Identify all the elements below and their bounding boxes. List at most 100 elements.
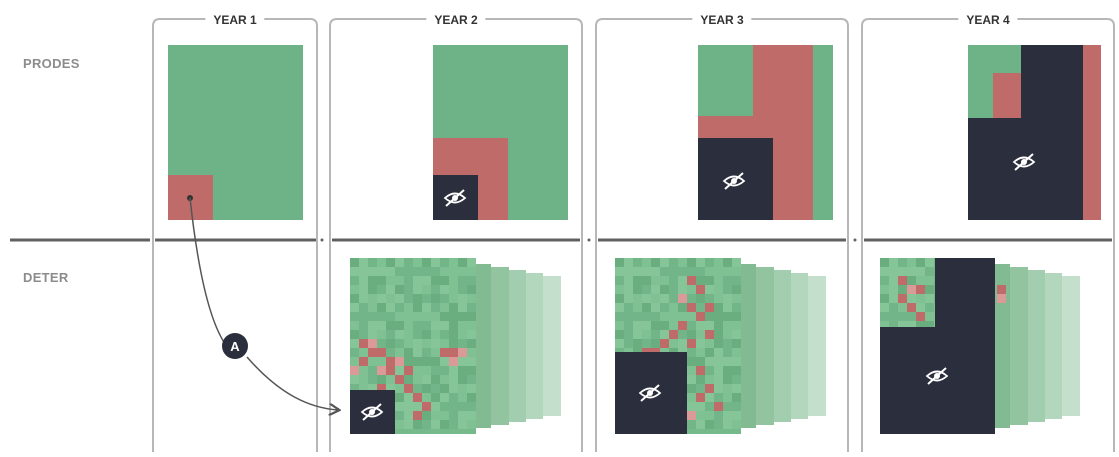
mosaic-cell	[440, 357, 449, 366]
mosaic-cell	[714, 321, 723, 330]
deforestation-alert-cell	[696, 393, 705, 402]
mosaic-cell	[458, 294, 467, 303]
mosaic-cell	[723, 285, 732, 294]
mosaic-cell	[696, 348, 705, 357]
mosaic-cell	[651, 321, 660, 330]
mosaic-cell	[732, 420, 741, 429]
mosaic-cell	[386, 348, 395, 357]
mosaic-cell	[714, 312, 723, 321]
mosaic-cell	[440, 258, 449, 267]
mosaic-cell	[440, 312, 449, 321]
annotation-arrow: A	[187, 195, 338, 410]
mosaic-cell	[386, 276, 395, 285]
mosaic-cell	[350, 384, 359, 393]
mosaic-cell	[889, 321, 898, 330]
mosaic-cell	[732, 294, 741, 303]
mosaic-cell	[395, 276, 404, 285]
mosaic-cell	[368, 366, 377, 375]
mosaic-cell	[925, 294, 934, 303]
mosaic-cell	[687, 321, 696, 330]
mosaic-cell	[624, 294, 633, 303]
mosaic-cell	[705, 285, 714, 294]
mosaic-cell	[723, 267, 732, 276]
mosaic-cell	[440, 285, 449, 294]
mosaic-cell	[889, 267, 898, 276]
mosaic-cell	[467, 303, 476, 312]
mosaic-cell	[651, 312, 660, 321]
mosaic-cell	[395, 348, 404, 357]
mosaic-cell	[723, 321, 732, 330]
mosaic-cell	[413, 321, 422, 330]
mosaic-cell	[615, 276, 624, 285]
mosaic-cell	[723, 312, 732, 321]
mosaic-cell	[440, 366, 449, 375]
deforestation-alert-cell	[368, 348, 377, 357]
mosaic-cell	[440, 339, 449, 348]
mosaic-cell	[714, 357, 723, 366]
mosaic-cell	[732, 258, 741, 267]
mosaic-cell	[440, 267, 449, 276]
mosaic-cell	[431, 312, 440, 321]
mosaic-cell	[732, 303, 741, 312]
mosaic-cell	[440, 420, 449, 429]
mosaic-cell	[458, 393, 467, 402]
deforestation-alert-cell	[404, 366, 413, 375]
mosaic-cell	[925, 303, 934, 312]
mosaic-cell	[467, 339, 476, 348]
mosaic-cell	[651, 276, 660, 285]
mosaic-cell	[696, 375, 705, 384]
mosaic-cell	[350, 348, 359, 357]
mosaic-cell	[359, 312, 368, 321]
mosaic-cell	[669, 285, 678, 294]
deforestation-alert-cell	[413, 411, 422, 420]
mosaic-cell	[440, 393, 449, 402]
mosaic-cell	[723, 303, 732, 312]
year-4-title: YEAR 4	[958, 13, 1018, 29]
mosaic-cell	[350, 276, 359, 285]
mosaic-cell	[925, 312, 934, 321]
mosaic-cell	[633, 303, 642, 312]
mosaic-cell	[889, 294, 898, 303]
mosaic-cell	[386, 267, 395, 276]
mosaic-cell	[660, 258, 669, 267]
mosaic-cell	[705, 357, 714, 366]
deforestation-alert-cell	[449, 357, 458, 366]
mosaic-cell	[642, 339, 651, 348]
mosaic-cell	[431, 393, 440, 402]
mosaic-cell	[404, 348, 413, 357]
mosaic-cell	[431, 294, 440, 303]
mosaic-cell	[687, 285, 696, 294]
mosaic-cell	[889, 312, 898, 321]
mosaic-cell	[431, 267, 440, 276]
mosaic-cell	[431, 285, 440, 294]
mosaic-cell	[732, 348, 741, 357]
mosaic-cell	[422, 366, 431, 375]
deforestation-alert-cell	[440, 348, 449, 357]
mosaic-cell	[467, 267, 476, 276]
mosaic-cell	[714, 258, 723, 267]
mosaic-cell	[467, 285, 476, 294]
mosaic-cell	[696, 294, 705, 303]
mosaic-cell	[377, 285, 386, 294]
mosaic-cell	[732, 276, 741, 285]
mosaic-cell	[395, 384, 404, 393]
deforestation-alert-cell	[377, 366, 386, 375]
mosaic-cell	[413, 276, 422, 285]
mosaic-cell	[377, 357, 386, 366]
mosaic-cell	[687, 348, 696, 357]
mosaic-cell	[660, 285, 669, 294]
mosaic-cell	[889, 276, 898, 285]
mosaic-cell	[413, 267, 422, 276]
mosaic-cell	[350, 312, 359, 321]
mosaic-cell	[359, 375, 368, 384]
mosaic-cell	[449, 276, 458, 285]
mosaic-cell	[386, 258, 395, 267]
mosaic-cell	[422, 258, 431, 267]
mosaic-cell	[431, 330, 440, 339]
mosaic-cell	[732, 393, 741, 402]
mosaic-cell	[467, 393, 476, 402]
deforestation-alert-cell	[916, 312, 925, 321]
deforestation-alert-cell	[705, 303, 714, 312]
mosaic-cell	[458, 357, 467, 366]
mosaic-cell	[395, 330, 404, 339]
